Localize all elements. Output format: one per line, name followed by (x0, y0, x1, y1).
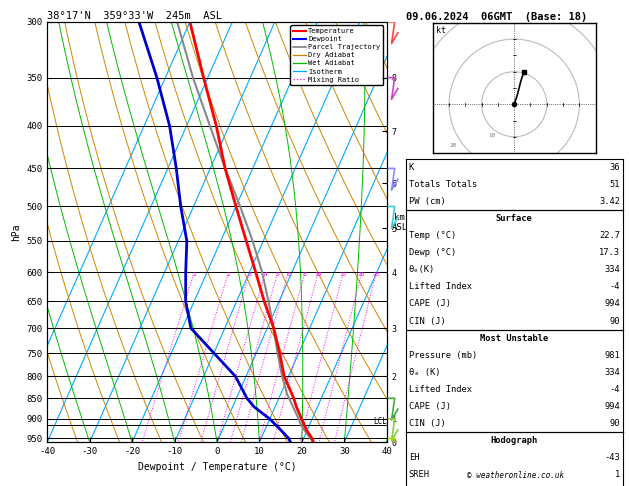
Text: 3: 3 (248, 272, 252, 278)
Text: 51: 51 (610, 180, 620, 190)
Text: Temp (°C): Temp (°C) (409, 231, 456, 241)
Text: 90: 90 (610, 418, 620, 428)
Text: CAPE (J): CAPE (J) (409, 401, 451, 411)
Text: 17.3: 17.3 (599, 248, 620, 258)
Text: -4: -4 (610, 282, 620, 292)
Text: 8: 8 (303, 272, 307, 278)
Text: 10: 10 (488, 133, 496, 138)
Text: Lifted Index: Lifted Index (409, 282, 472, 292)
Text: Surface: Surface (496, 214, 533, 224)
Text: 4: 4 (264, 272, 267, 278)
Text: 1: 1 (615, 469, 620, 479)
Text: 334: 334 (604, 367, 620, 377)
Text: 25: 25 (372, 272, 380, 278)
Text: CAPE (J): CAPE (J) (409, 299, 451, 309)
Text: 20: 20 (449, 142, 457, 148)
Text: Hodograph: Hodograph (491, 435, 538, 445)
Text: 334: 334 (604, 265, 620, 275)
Text: CIN (J): CIN (J) (409, 418, 445, 428)
Text: 22.7: 22.7 (599, 231, 620, 241)
Y-axis label: hPa: hPa (11, 223, 21, 241)
Text: θₑ(K): θₑ(K) (409, 265, 435, 275)
Text: Totals Totals: Totals Totals (409, 180, 477, 190)
Text: 3.42: 3.42 (599, 197, 620, 207)
Text: 2: 2 (226, 272, 230, 278)
Text: Lifted Index: Lifted Index (409, 384, 472, 394)
Text: -4: -4 (610, 384, 620, 394)
Text: SREH: SREH (409, 469, 430, 479)
Text: CIN (J): CIN (J) (409, 316, 445, 326)
Text: Pressure (mb): Pressure (mb) (409, 350, 477, 360)
Text: kt: kt (436, 26, 446, 35)
Text: 5: 5 (276, 272, 279, 278)
Text: LCL: LCL (373, 417, 387, 426)
Text: © weatheronline.co.uk: © weatheronline.co.uk (467, 470, 564, 480)
Text: 994: 994 (604, 401, 620, 411)
Text: Most Unstable: Most Unstable (480, 333, 548, 343)
Text: 10: 10 (314, 272, 322, 278)
Text: 09.06.2024  06GMT  (Base: 18): 09.06.2024 06GMT (Base: 18) (406, 12, 587, 22)
Text: 15: 15 (340, 272, 347, 278)
Text: 90: 90 (610, 316, 620, 326)
Text: K: K (409, 163, 414, 173)
Text: 36: 36 (610, 163, 620, 173)
Text: 6: 6 (286, 272, 290, 278)
Text: 1: 1 (192, 272, 196, 278)
Text: 38°17'N  359°33'W  245m  ASL: 38°17'N 359°33'W 245m ASL (47, 11, 222, 21)
Text: θₑ (K): θₑ (K) (409, 367, 440, 377)
Text: Dewp (°C): Dewp (°C) (409, 248, 456, 258)
Legend: Temperature, Dewpoint, Parcel Trajectory, Dry Adiabat, Wet Adiabat, Isotherm, Mi: Temperature, Dewpoint, Parcel Trajectory… (290, 25, 383, 86)
X-axis label: Dewpoint / Temperature (°C): Dewpoint / Temperature (°C) (138, 462, 296, 472)
Text: EH: EH (409, 452, 420, 462)
Text: PW (cm): PW (cm) (409, 197, 445, 207)
Text: 20: 20 (358, 272, 365, 278)
Text: -43: -43 (604, 452, 620, 462)
Y-axis label: km
ASL: km ASL (391, 213, 408, 232)
Text: 994: 994 (604, 299, 620, 309)
Text: 981: 981 (604, 350, 620, 360)
